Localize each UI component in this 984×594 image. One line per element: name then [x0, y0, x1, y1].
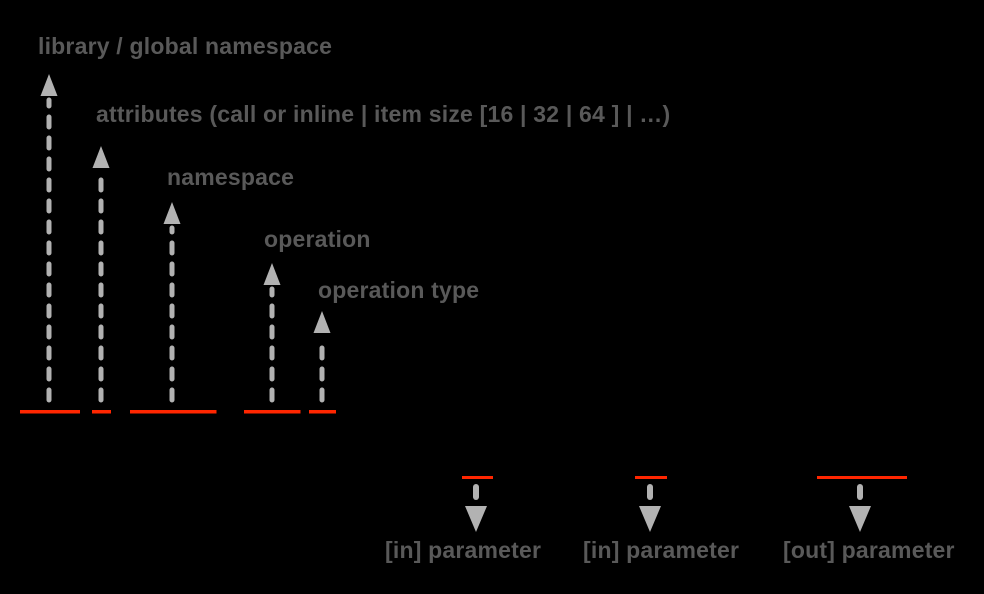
label-in-parameter-2: [in] parameter [583, 537, 740, 563]
underline-operation-segment [244, 410, 301, 414]
down-arrow-param-out [849, 484, 871, 532]
label-library-global-namespace: library / global namespace [38, 33, 333, 59]
underline-param-out-segment [817, 476, 907, 479]
label-attributes: attributes (call or inline | item size [… [96, 101, 671, 127]
up-arrow-namespace [163, 202, 181, 403]
label-namespace: namespace [167, 164, 295, 190]
down-arrow-param-in-1 [465, 484, 487, 532]
underline-attributes-segment [92, 410, 111, 414]
label-out-parameter: [out] parameter [783, 537, 955, 563]
underline-library-segment [20, 410, 80, 414]
label-operation-type: operation type [318, 277, 480, 303]
underline-namespace-segment [130, 410, 217, 414]
label-operation: operation [264, 226, 371, 252]
up-arrow-operation-type [313, 311, 331, 403]
up-arrow-library [40, 74, 58, 403]
underline-operation-type-segment [309, 410, 336, 414]
label-in-parameter-1: [in] parameter [385, 537, 542, 563]
underline-param-in-1-segment [462, 476, 493, 479]
up-arrow-operation [263, 263, 281, 403]
down-arrow-param-in-2 [639, 484, 661, 532]
underline-param-in-2-segment [635, 476, 667, 479]
up-arrow-attributes [92, 146, 110, 403]
